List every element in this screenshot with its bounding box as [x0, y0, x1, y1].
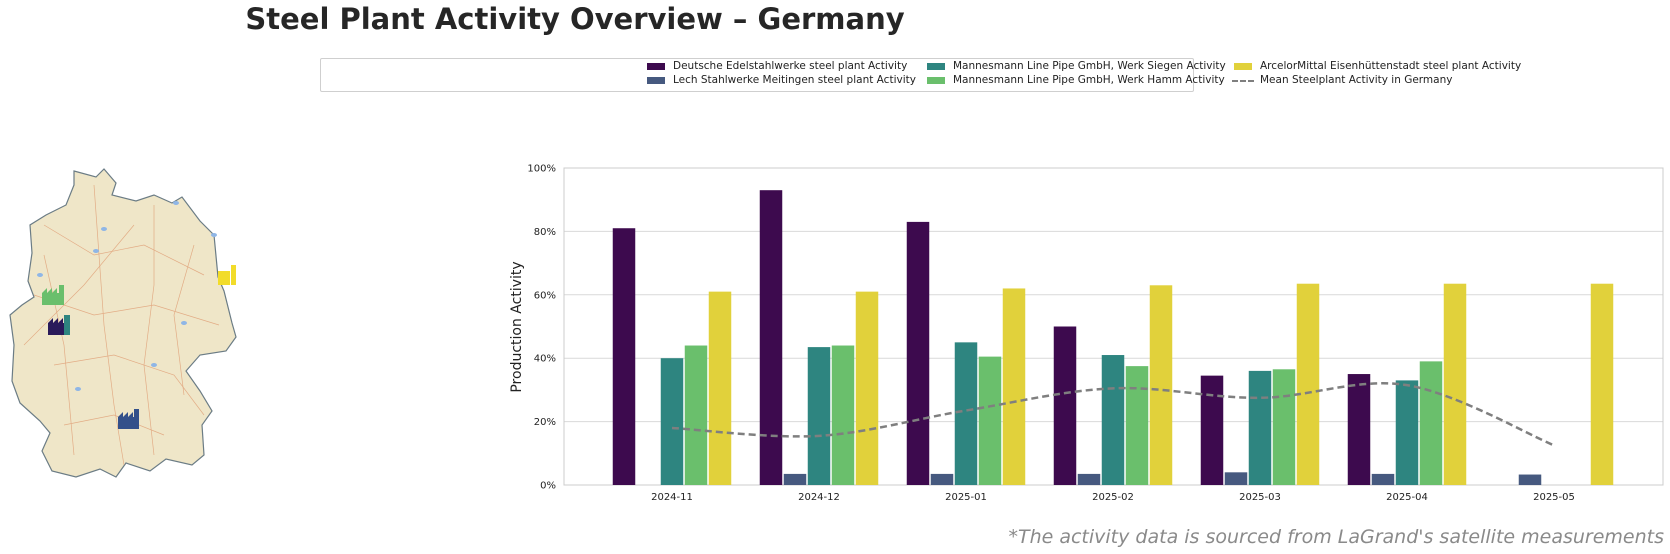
legend-item-hamm: Mannesmann Line Pipe GmbH, Werk Hamm Act… — [927, 74, 1225, 87]
bar-2024-11-series-3 — [684, 345, 708, 485]
legend-swatch — [927, 63, 945, 70]
bar-2025-02-series-2 — [1101, 355, 1125, 485]
lakes — [37, 201, 217, 391]
mean-activity-line — [671, 382, 1555, 447]
legend-swatch — [1234, 63, 1252, 70]
y-tick-labels: 0% 20% 40% 60% 80% 100% — [527, 164, 556, 492]
chart-legend: Deutsche Edelstahlwerke steel plant Acti… — [320, 58, 1521, 92]
bar-2025-01-series-4 — [1002, 288, 1026, 485]
bar-2025-04-series-3 — [1419, 361, 1443, 485]
y-tick-label: 0% — [540, 481, 556, 492]
factory-icon-siegen-hamm — [42, 285, 64, 305]
bar-2025-04-series-2 — [1395, 380, 1419, 485]
bar-2024-11-series-2 — [660, 358, 684, 485]
bar-2025-02-series-1 — [1077, 473, 1101, 485]
factory-icon-eisenhuettenstadt — [218, 265, 236, 285]
legend-item-mean: Mean Steelplant Activity in Germany — [1232, 74, 1453, 87]
y-tick-label: 40% — [534, 354, 556, 365]
legend-item-meitingen: Lech Stahlwerke Meitingen steel plant Ac… — [647, 74, 916, 87]
bar-2025-01-series-1 — [930, 473, 954, 485]
x-tick-label: 2025-03 — [1239, 492, 1281, 503]
mean-layer — [671, 382, 1555, 447]
x-tick-label: 2025-05 — [1533, 492, 1575, 503]
bar-2025-05-series-4 — [1590, 283, 1614, 485]
x-tick-label: 2024-11 — [651, 492, 693, 503]
legend-label: Lech Stahlwerke Meitingen steel plant Ac… — [673, 74, 916, 86]
x-tick-label: 2025-02 — [1092, 492, 1134, 503]
legend-item-siegen: Mannesmann Line Pipe GmbH, Werk Siegen A… — [927, 60, 1226, 73]
bar-2025-03-series-1 — [1224, 472, 1248, 485]
bar-2024-12-series-3 — [831, 345, 855, 485]
y-tick-label: 60% — [534, 290, 556, 301]
legend-label: Deutsche Edelstahlwerke steel plant Acti… — [673, 60, 908, 72]
bar-2024-12-series-2 — [807, 347, 831, 485]
bar-2025-02-series-3 — [1125, 366, 1149, 485]
x-tick-label: 2024-12 — [798, 492, 840, 503]
chart-title: Steel Plant Activity Overview – Germany — [245, 2, 905, 36]
legend-label: Mannesmann Line Pipe GmbH, Werk Siegen A… — [953, 60, 1226, 72]
bar-2024-11-series-0 — [612, 228, 636, 486]
bar-2024-12-series-4 — [855, 291, 879, 485]
data-source-footnote: *The activity data is sourced from LaGra… — [1008, 526, 1664, 548]
factory-icon-edelstahl — [48, 315, 70, 335]
bar-2025-02-series-4 — [1149, 285, 1173, 485]
bar-2025-04-series-1 — [1371, 473, 1395, 485]
legend-label: Mean Steelplant Activity in Germany — [1260, 74, 1453, 86]
legend-swatch — [927, 77, 945, 84]
bar-2025-01-series-0 — [906, 221, 930, 485]
bar-2024-12-series-1 — [783, 473, 807, 485]
x-tick-label: 2025-04 — [1386, 492, 1428, 503]
x-tick-labels: 2024-11 2024-12 2025-01 2025-02 2025-03 2025-… — [651, 492, 1575, 503]
bar-2024-12-series-0 — [759, 190, 783, 485]
legend-item-arcelormittal: ArcelorMittal Eisenhüttenstadt steel pla… — [1234, 60, 1522, 73]
y-tick-label: 20% — [534, 417, 556, 428]
bars-layer — [612, 190, 1614, 486]
y-tick-label: 100% — [527, 164, 556, 175]
bar-2025-01-series-2 — [954, 342, 978, 485]
germany-outline — [9, 168, 237, 478]
y-axis-label: Production Activity — [509, 261, 525, 392]
bar-2024-11-series-4 — [708, 291, 732, 485]
bar-2025-03-series-4 — [1296, 283, 1320, 485]
legend-dash — [1232, 80, 1254, 82]
bar-2025-01-series-3 — [978, 356, 1002, 485]
bar-2025-03-series-3 — [1272, 369, 1296, 485]
factory-icon-meitingen — [118, 409, 139, 429]
bar-2025-03-series-0 — [1200, 375, 1224, 485]
bar-2025-03-series-2 — [1248, 370, 1272, 485]
x-tick-label: 2025-01 — [945, 492, 987, 503]
legend-swatch — [647, 77, 665, 84]
legend-label: Mannesmann Line Pipe GmbH, Werk Hamm Act… — [953, 74, 1225, 86]
legend-label: ArcelorMittal Eisenhüttenstadt steel pla… — [1260, 60, 1522, 72]
bar-2025-02-series-0 — [1053, 326, 1077, 485]
bar-2025-04-series-4 — [1443, 283, 1467, 485]
germany-map — [9, 168, 237, 478]
legend-item-edelstahl: Deutsche Edelstahlwerke steel plant Acti… — [647, 60, 908, 73]
legend-swatch — [647, 63, 665, 70]
bar-2025-04-series-0 — [1347, 374, 1371, 485]
bar-2025-05-series-1 — [1518, 474, 1542, 485]
y-tick-label: 80% — [534, 227, 556, 238]
